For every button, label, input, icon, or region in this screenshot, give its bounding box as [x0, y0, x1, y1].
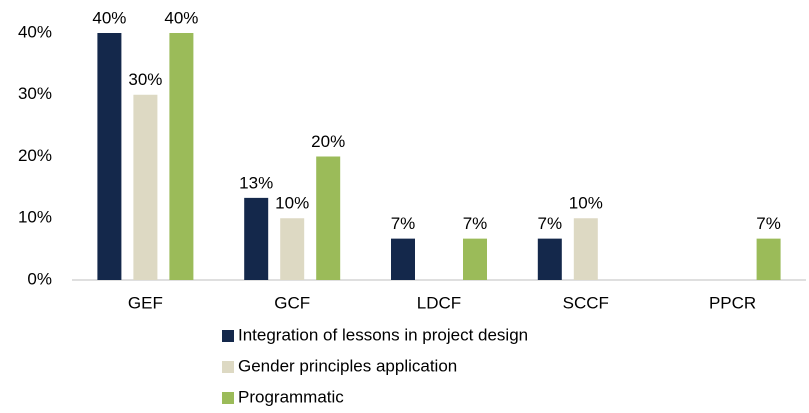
- data-label: 10%: [569, 194, 603, 213]
- data-label: 40%: [164, 8, 198, 27]
- x-tick-label: GEF: [128, 293, 163, 312]
- data-label: 30%: [128, 70, 162, 89]
- bar: [280, 218, 305, 280]
- legend-swatch: [222, 330, 234, 342]
- data-label: 40%: [92, 8, 126, 27]
- data-label: 10%: [275, 194, 309, 213]
- bar: [244, 197, 269, 280]
- legend-label: Integration of lessons in project design: [238, 325, 528, 344]
- y-tick-label: 10%: [18, 208, 52, 227]
- legend-label: Programmatic: [238, 387, 344, 406]
- data-label: 20%: [311, 132, 345, 151]
- bar: [463, 238, 487, 280]
- bar: [573, 218, 598, 280]
- y-tick-label: 20%: [18, 146, 52, 165]
- x-tick-label: PPCR: [709, 293, 756, 312]
- data-label: 7%: [538, 214, 563, 233]
- bar: [169, 33, 194, 280]
- bar: [391, 238, 415, 280]
- y-tick-label: 0%: [27, 269, 52, 288]
- data-label: 7%: [391, 214, 416, 233]
- y-tick-label: 30%: [18, 84, 52, 103]
- legend-label: Gender principles application: [238, 356, 457, 375]
- x-tick-label: SCCF: [563, 293, 609, 312]
- bar: [316, 156, 341, 280]
- legend-swatch: [222, 361, 234, 373]
- x-tick-label: GCF: [274, 293, 310, 312]
- data-label: 13%: [239, 173, 273, 192]
- data-label: 7%: [463, 214, 488, 233]
- x-tick-label: LDCF: [417, 293, 461, 312]
- data-label: 7%: [756, 214, 781, 233]
- bar: [133, 94, 158, 280]
- bar: [537, 238, 562, 280]
- bar: [97, 33, 122, 280]
- y-tick-label: 40%: [18, 22, 52, 41]
- bar: [756, 238, 781, 280]
- legend-swatch: [222, 392, 234, 404]
